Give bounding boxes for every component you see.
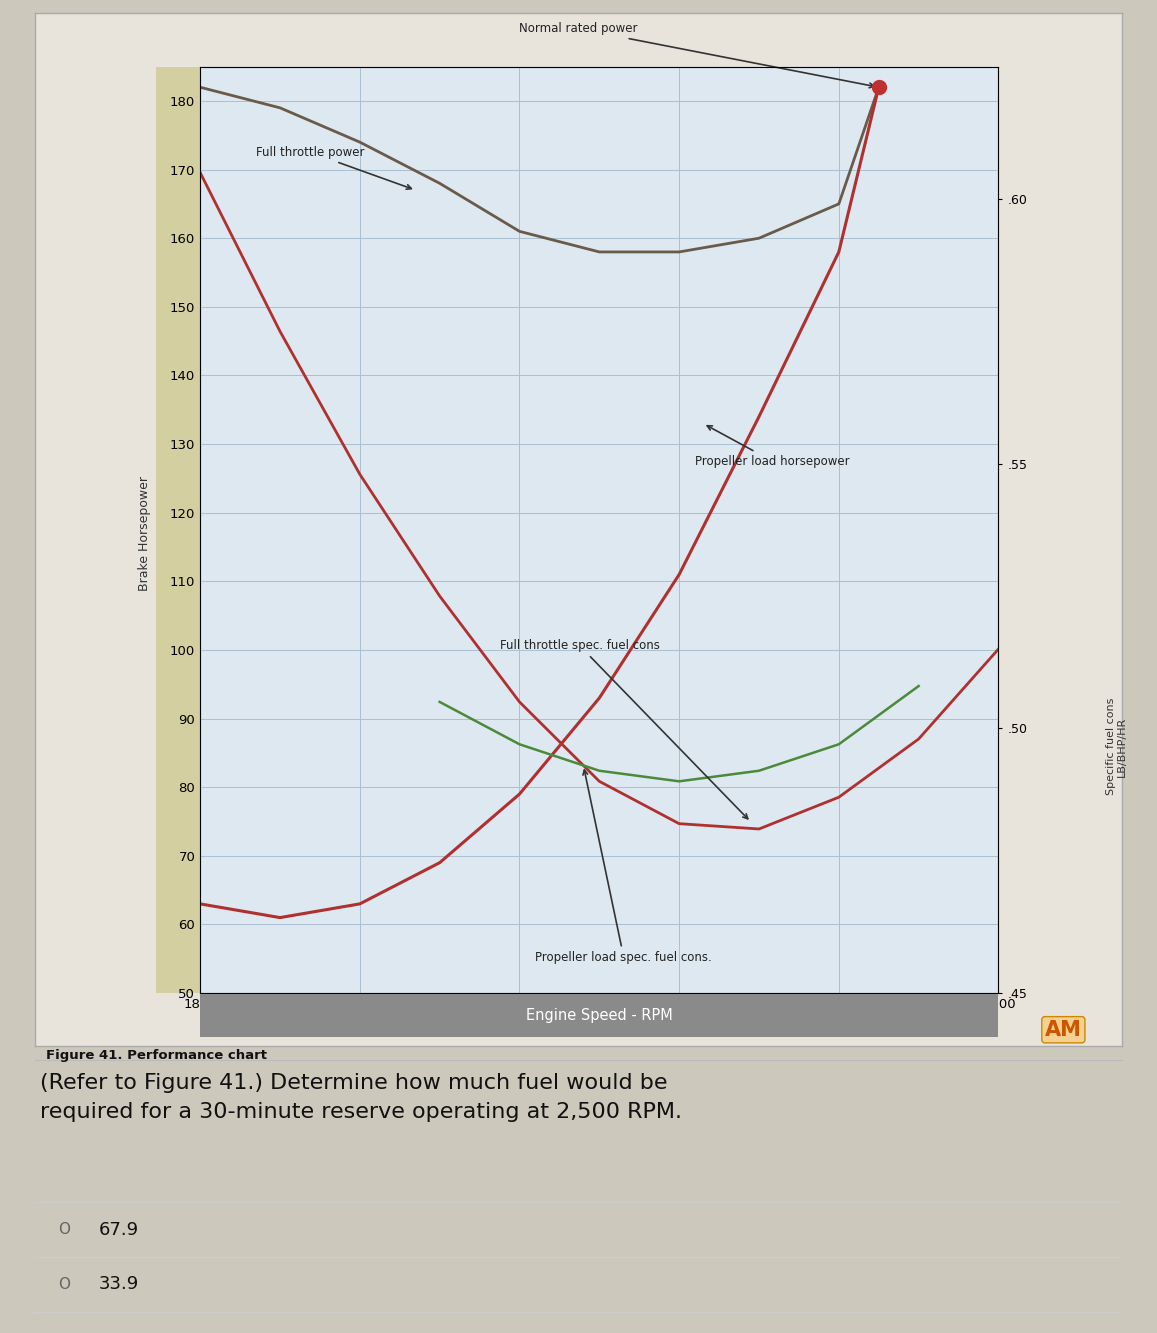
Text: 33.9: 33.9 [98, 1276, 139, 1293]
Text: Propeller load spec. fuel cons.: Propeller load spec. fuel cons. [536, 770, 713, 964]
Text: (Refer to Figure 41.) Determine how much fuel would be
required for a 30-minute : (Refer to Figure 41.) Determine how much… [40, 1073, 683, 1122]
Text: Normal rated power: Normal rated power [519, 23, 875, 88]
Text: Engine Speed - RPM: Engine Speed - RPM [526, 1008, 672, 1024]
Text: O: O [58, 1277, 69, 1292]
Text: O: O [58, 1222, 69, 1237]
Text: Specific fuel cons
LB/BHP/HR: Specific fuel cons LB/BHP/HR [1106, 697, 1127, 796]
Text: 67.9: 67.9 [98, 1221, 139, 1238]
Text: AM: AM [1045, 1020, 1082, 1040]
Text: Propeller load horsepower: Propeller load horsepower [695, 425, 849, 468]
Text: Brake Horsepower: Brake Horsepower [138, 476, 152, 591]
Text: Full throttle spec. fuel cons: Full throttle spec. fuel cons [500, 639, 747, 818]
Text: Figure 41. Performance chart: Figure 41. Performance chart [46, 1049, 267, 1062]
Text: Full throttle power: Full throttle power [256, 145, 412, 189]
